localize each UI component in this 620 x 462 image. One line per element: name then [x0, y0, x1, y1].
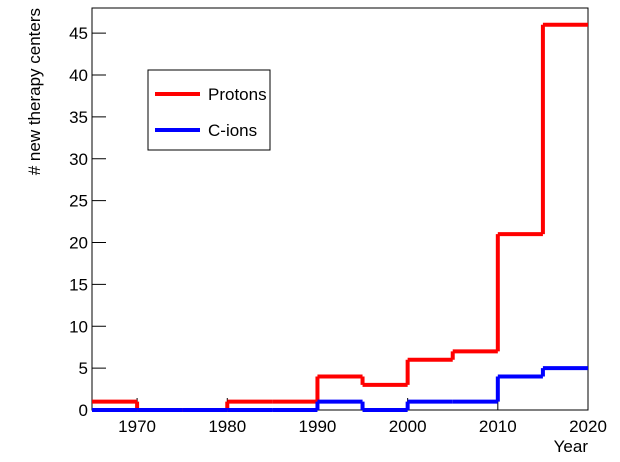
x-tick-label: 1970 [118, 417, 156, 436]
y-tick-label: 0 [79, 401, 88, 420]
x-tick-label: 1990 [299, 417, 337, 436]
x-tick-label: 1980 [208, 417, 246, 436]
x-tick-label: 2020 [569, 417, 607, 436]
y-tick-label: 25 [69, 192, 88, 211]
y-tick-label: 30 [69, 150, 88, 169]
legend-label: C-ions [208, 121, 257, 140]
y-tick-label: 15 [69, 275, 88, 294]
legend-label: Protons [208, 85, 267, 104]
y-tick-label: 5 [79, 359, 88, 378]
y-tick-label: 40 [69, 66, 88, 85]
x-tick-label: 2000 [389, 417, 427, 436]
x-axis-label: Year [554, 437, 589, 456]
y-tick-label: 35 [69, 108, 88, 127]
y-tick-label: 10 [69, 317, 88, 336]
legend-box [147, 69, 271, 151]
x-tick-label: 2010 [479, 417, 517, 436]
y-tick-label: 45 [69, 24, 88, 43]
plot-frame [91, 7, 589, 411]
y-axis-label: # new therapy centers [25, 8, 44, 175]
y-tick-label: 20 [69, 234, 88, 253]
